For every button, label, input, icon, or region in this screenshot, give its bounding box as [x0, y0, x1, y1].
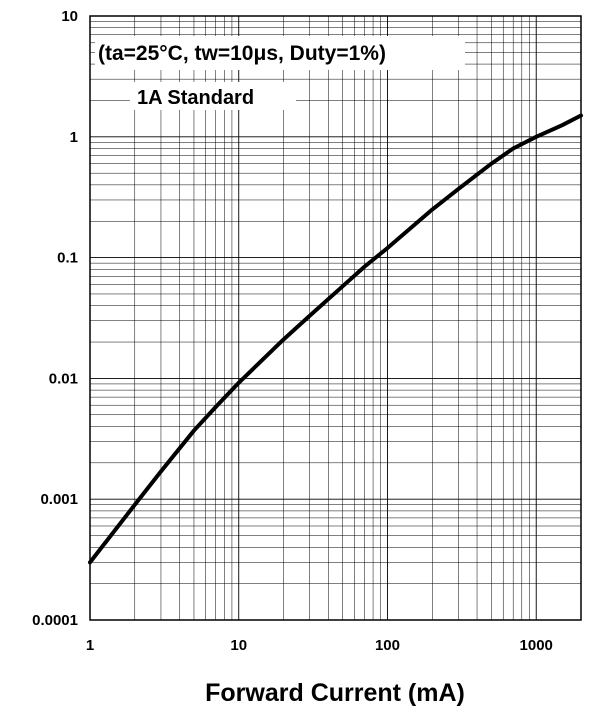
- y-tick-label: 0.0001: [32, 612, 78, 629]
- plot-frame: [89, 15, 582, 621]
- conditions-annotation-bg: [95, 36, 465, 70]
- series-line-0: [88, 113, 583, 565]
- x-tick-label: 100: [375, 637, 400, 654]
- y-tick-label: 1: [70, 129, 78, 146]
- series-layer: [88, 113, 583, 565]
- tick-labels: 1 10 100 1000 0.0001 0.001 0.01 0.1 1 10: [32, 8, 553, 654]
- standard-annotation-bg: [130, 82, 296, 110]
- conditions-annotation: (ta=25°C, tw=10μs, Duty=1%): [98, 42, 386, 65]
- y-tick-label: 0.001: [40, 491, 78, 508]
- y-tick-label: 10: [61, 8, 78, 25]
- grid: [89, 15, 582, 621]
- x-tick-label: 1: [86, 637, 94, 654]
- y-tick-label: 0.01: [49, 370, 78, 387]
- x-tick-label: 1000: [520, 637, 553, 654]
- x-axis-title: Forward Current (mA): [205, 679, 465, 707]
- x-tick-label: 10: [230, 637, 247, 654]
- y-tick-label: 0.1: [57, 250, 78, 267]
- standard-annotation: 1A Standard: [137, 87, 254, 109]
